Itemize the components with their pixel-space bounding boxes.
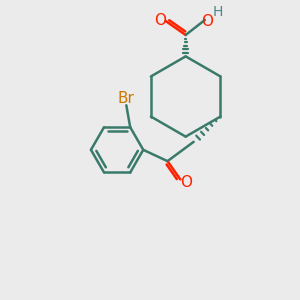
Text: O: O: [154, 13, 166, 28]
Text: O: O: [180, 175, 192, 190]
Text: O: O: [201, 14, 213, 29]
Text: H: H: [212, 5, 223, 19]
Text: Br: Br: [118, 91, 135, 106]
